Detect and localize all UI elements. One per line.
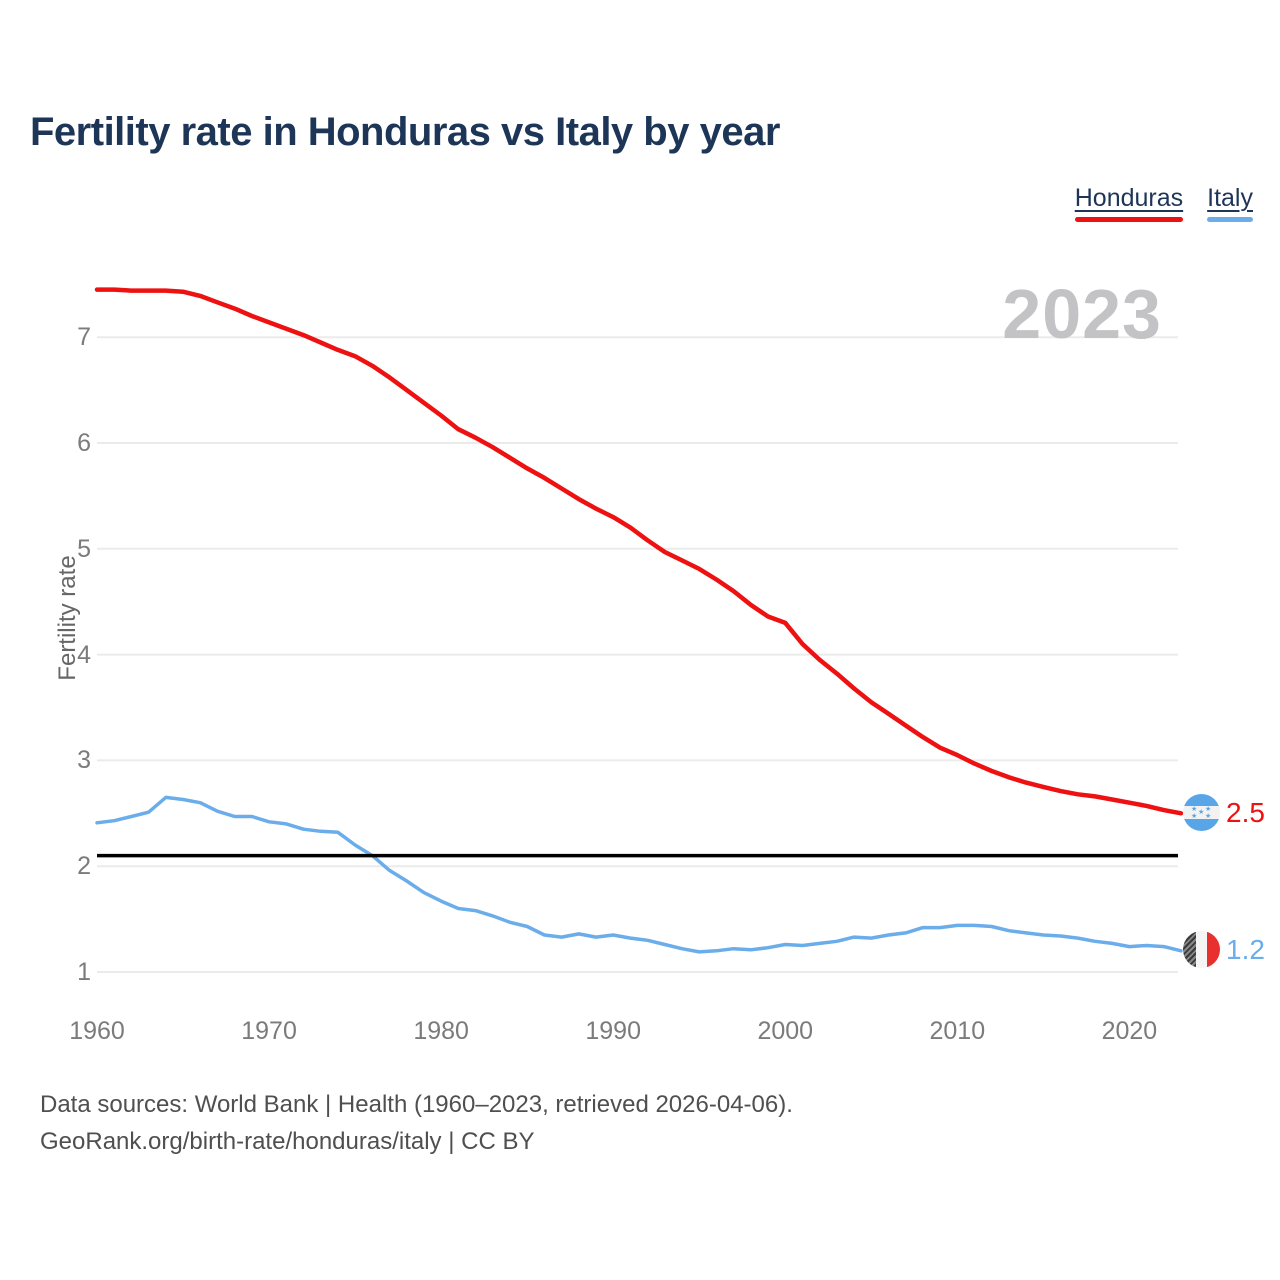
legend-item-italy[interactable]: Italy [1207, 184, 1253, 222]
honduras-end-value: 2.5 [1226, 797, 1265, 828]
legend-underline-italy [1207, 217, 1253, 222]
y-tick-label: 5 [77, 534, 91, 563]
legend-label-italy: Italy [1207, 184, 1253, 212]
legend-underline-honduras [1074, 217, 1184, 222]
x-tick-label: 1980 [413, 1017, 469, 1045]
legend-label-honduras: Honduras [1074, 184, 1184, 212]
y-tick-label: 3 [77, 746, 91, 775]
x-tick-label: 2010 [929, 1017, 986, 1045]
x-tick-label: 1960 [69, 1017, 125, 1045]
legend-item-honduras[interactable]: Honduras [1074, 184, 1184, 222]
footer: Data sources: World Bank | Health (1960–… [40, 1086, 793, 1160]
y-tick-label: 1 [77, 958, 91, 986]
footer-license-line: GeoRank.org/birth-rate/honduras/italy | … [40, 1128, 535, 1155]
y-tick-label: 2 [77, 852, 91, 881]
honduras-flag-icon: ★ ★ ★ ★ ★ [1183, 794, 1220, 831]
x-tick-label: 1990 [585, 1017, 641, 1045]
footer-source-line: Data sources: World Bank | Health (1960–… [40, 1091, 793, 1118]
y-tick-label: 6 [77, 429, 91, 457]
x-tick-label: 2000 [757, 1017, 814, 1045]
italy-end-value: 1.2 [1226, 934, 1265, 965]
chart-title: Fertility rate in Honduras vs Italy by y… [30, 110, 780, 154]
x-tick-label: 1970 [241, 1017, 297, 1045]
y-tick-label: 4 [77, 640, 91, 669]
legend: Honduras Italy [1074, 184, 1253, 222]
italy-flag-icon [1183, 931, 1220, 968]
x-tick-label: 2020 [1101, 1017, 1158, 1045]
y-tick-label: 7 [77, 323, 91, 352]
